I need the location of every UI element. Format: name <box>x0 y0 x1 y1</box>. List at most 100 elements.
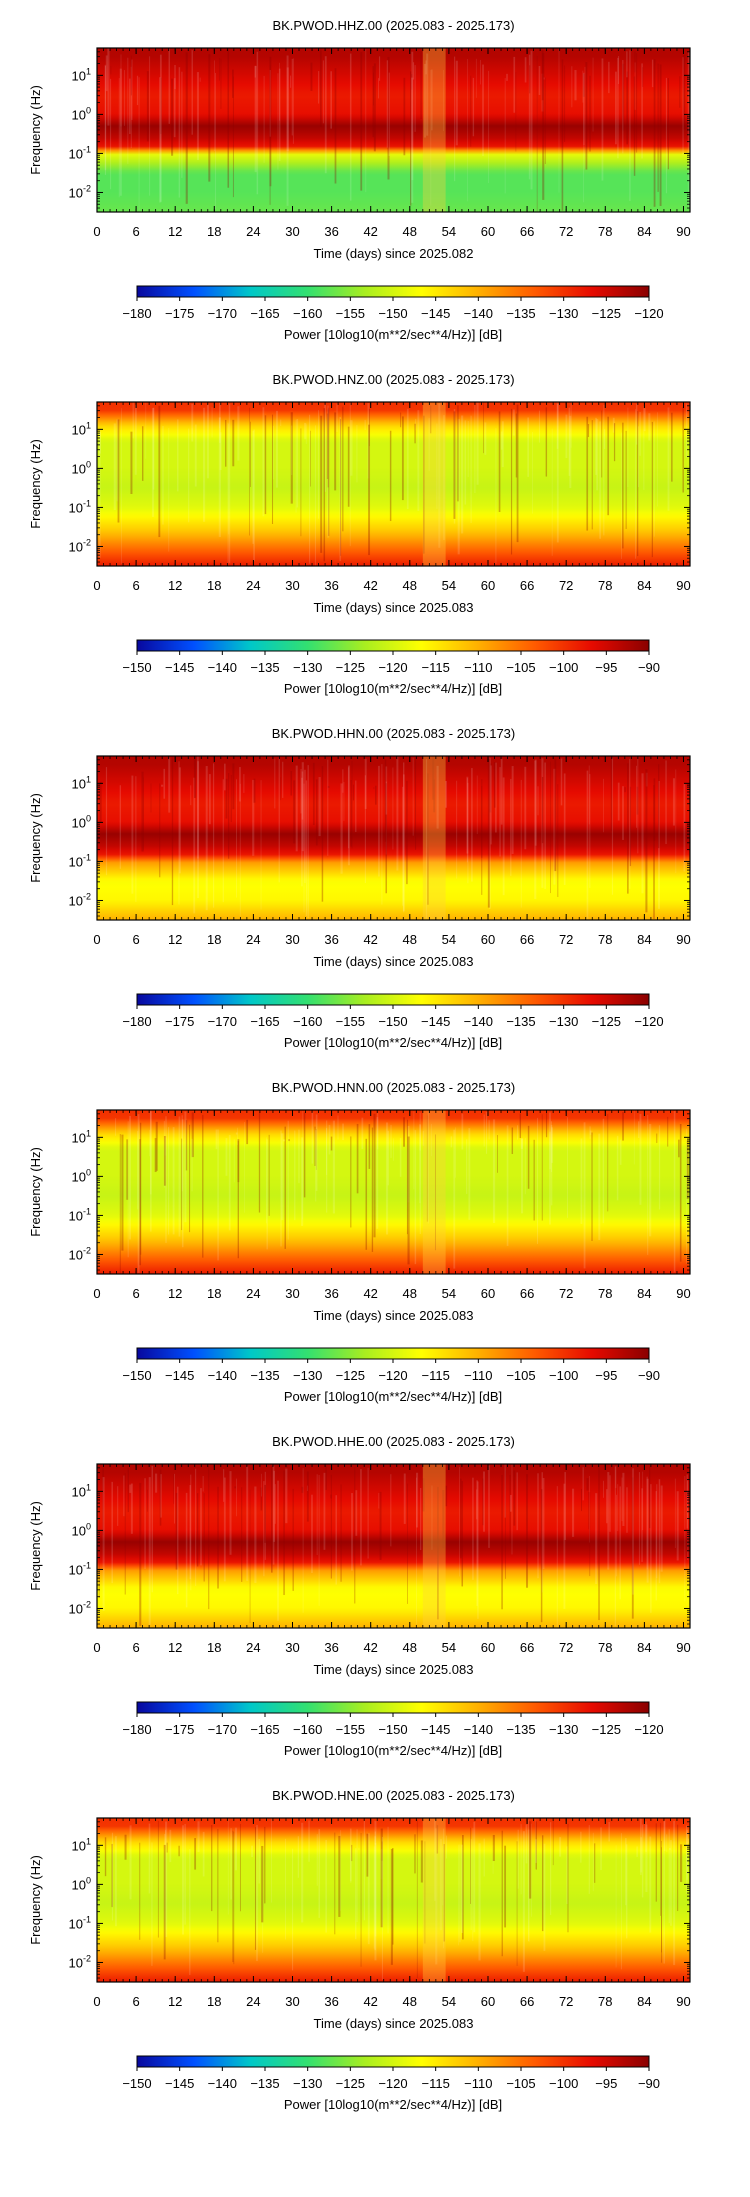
spectrogram-panel: BK.PWOD.HNZ.00 (2025.083 - 2025.173) 0 6 12… <box>28 372 691 696</box>
colorbar-tick-label: −150 <box>378 306 407 321</box>
colorbar-tick-label: −100 <box>549 660 578 675</box>
x-tick-label: 24 <box>246 578 260 593</box>
data-gap-band <box>422 1464 446 1628</box>
x-tick-label: 84 <box>637 932 651 947</box>
colorbar-tick-label: −135 <box>506 306 535 321</box>
colorbar-tick-label: −120 <box>634 306 663 321</box>
x-tick-label: 72 <box>559 1994 573 2009</box>
x-tick-label: 12 <box>168 1286 182 1301</box>
colorbar-tick-label: −105 <box>506 1368 535 1383</box>
x-tick-label: 72 <box>559 1640 573 1655</box>
x-tick-label: 0 <box>93 1286 100 1301</box>
colorbar-label: Power [10log10(m**2/sec**4/Hz)] [dB] <box>284 1035 502 1050</box>
x-tick-label: 12 <box>168 578 182 593</box>
x-tick-label: 36 <box>324 578 338 593</box>
colorbar-tick-label: −90 <box>638 1368 660 1383</box>
heatmap-streaks <box>99 756 686 920</box>
x-tick-label: 78 <box>598 578 612 593</box>
x-tick-label: 84 <box>637 578 651 593</box>
y-tick-label: 100 <box>72 105 91 122</box>
colorbar-label: Power [10log10(m**2/sec**4/Hz)] [dB] <box>284 327 502 342</box>
x-tick-label: 18 <box>207 1640 221 1655</box>
x-tick-label: 90 <box>676 224 690 239</box>
x-tick-label: 6 <box>132 932 139 947</box>
panel-title: BK.PWOD.HNE.00 (2025.083 - 2025.173) <box>272 1788 515 1803</box>
heatmap-cells <box>97 1110 690 1274</box>
colorbar-tick-label: −150 <box>378 1722 407 1737</box>
x-tick-label: 36 <box>324 932 338 947</box>
x-tick-label: 36 <box>324 1286 338 1301</box>
heatmap-cells <box>97 402 690 566</box>
y-axis-label: Frequency (Hz) <box>28 1855 43 1945</box>
data-gap-band <box>422 1818 446 1982</box>
x-tick-label: 42 <box>363 224 377 239</box>
y-tick-label: 100 <box>72 1521 91 1538</box>
colorbar-tick-label: −160 <box>293 1722 322 1737</box>
x-tick-label: 0 <box>93 1994 100 2009</box>
x-tick-label: 54 <box>442 1640 456 1655</box>
x-tick-label: 48 <box>403 224 417 239</box>
x-tick-label: 30 <box>285 1286 299 1301</box>
x-tick-label: 60 <box>481 1286 495 1301</box>
heatmap-streaks <box>115 1110 689 1274</box>
y-tick-label: 100 <box>72 813 91 830</box>
colorbar-tick-label: −175 <box>165 1722 194 1737</box>
colorbar-tick-label: −115 <box>422 1368 450 1383</box>
x-tick-label: 42 <box>363 932 377 947</box>
x-tick-label: 84 <box>637 1286 651 1301</box>
panel-title: BK.PWOD.HNZ.00 (2025.083 - 2025.173) <box>272 372 514 387</box>
x-tick-label: 18 <box>207 578 221 593</box>
colorbar-label: Power [10log10(m**2/sec**4/Hz)] [dB] <box>284 1389 502 1404</box>
colorbar-tick-label: −145 <box>165 2076 194 2091</box>
spectrogram-panel: BK.PWOD.HNN.00 (2025.083 - 2025.173) 0 6 12… <box>28 1080 691 1404</box>
y-tick-label: 10-2 <box>69 183 91 200</box>
x-tick-label: 36 <box>324 224 338 239</box>
panel-title: BK.PWOD.HNN.00 (2025.083 - 2025.173) <box>272 1080 516 1095</box>
data-gap-band <box>422 756 446 920</box>
spectrogram-panel: BK.PWOD.HHZ.00 (2025.083 - 2025.173) 0 6 12… <box>28 18 691 342</box>
y-tick-label: 10-1 <box>69 498 91 515</box>
x-tick-label: 60 <box>481 224 495 239</box>
x-tick-label: 36 <box>324 1994 338 2009</box>
x-tick-label: 90 <box>676 578 690 593</box>
colorbar-label: Power [10log10(m**2/sec**4/Hz)] [dB] <box>284 2097 502 2112</box>
x-tick-label: 48 <box>403 1994 417 2009</box>
x-tick-label: 42 <box>363 1994 377 2009</box>
y-tick-label: 10-2 <box>69 1953 91 1970</box>
colorbar <box>136 2055 650 2068</box>
panel-title: BK.PWOD.HHE.00 (2025.083 - 2025.173) <box>272 1434 515 1449</box>
x-tick-label: 78 <box>598 224 612 239</box>
colorbar-tick-label: −125 <box>336 660 365 675</box>
panel-title: BK.PWOD.HHZ.00 (2025.083 - 2025.173) <box>272 18 514 33</box>
colorbar-tick-label: −110 <box>464 1368 492 1383</box>
x-tick-label: 18 <box>207 1286 221 1301</box>
x-tick-label: 12 <box>168 224 182 239</box>
colorbar-tick-label: −140 <box>208 660 237 675</box>
heatmap-streaks <box>104 1818 690 1980</box>
y-tick-label: 101 <box>72 420 91 437</box>
heatmap-cells <box>97 1464 690 1628</box>
x-tick-label: 66 <box>520 224 534 239</box>
x-tick-label: 84 <box>637 224 651 239</box>
x-axis-label: Time (days) since 2025.083 <box>314 1308 474 1323</box>
x-tick-label: 72 <box>559 224 573 239</box>
x-tick-label: 6 <box>132 1286 139 1301</box>
y-tick-label: 10-2 <box>69 537 91 554</box>
heatmap-cells <box>97 756 690 920</box>
colorbar-tick-label: −105 <box>506 2076 535 2091</box>
colorbar-tick-label: −110 <box>464 660 492 675</box>
x-tick-label: 78 <box>598 1994 612 2009</box>
y-axis-label: Frequency (Hz) <box>28 1147 43 1237</box>
colorbar-tick-label: −135 <box>250 2076 279 2091</box>
x-tick-label: 0 <box>93 578 100 593</box>
colorbar-tick-label: −140 <box>208 2076 237 2091</box>
y-tick-label: 101 <box>72 66 91 83</box>
y-tick-label: 100 <box>72 459 91 476</box>
colorbar-tick-label: −90 <box>638 660 660 675</box>
data-gap-band <box>422 402 446 566</box>
colorbar-tick-label: −165 <box>250 1014 279 1029</box>
x-tick-label: 30 <box>285 224 299 239</box>
x-tick-label: 24 <box>246 932 260 947</box>
x-tick-label: 18 <box>207 224 221 239</box>
x-tick-label: 78 <box>598 932 612 947</box>
